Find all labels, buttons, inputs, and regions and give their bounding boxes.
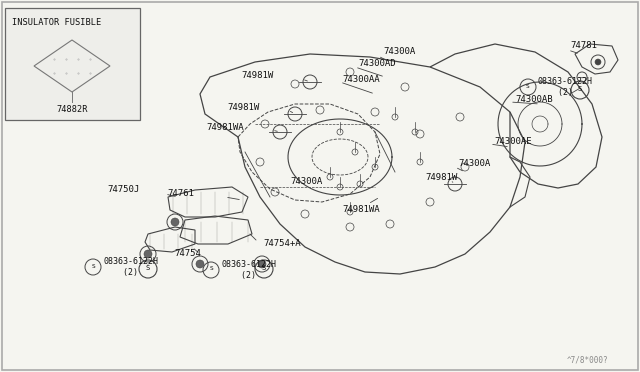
Text: 74300A: 74300A — [383, 48, 415, 57]
Text: 74981W: 74981W — [425, 173, 457, 183]
Text: 08363-6122H
    (2): 08363-6122H (2) — [538, 77, 593, 97]
Circle shape — [258, 260, 266, 268]
Text: S: S — [209, 266, 213, 272]
Text: 74300A: 74300A — [290, 177, 323, 186]
Circle shape — [144, 250, 152, 258]
Text: S: S — [262, 265, 266, 271]
Text: 74300AE: 74300AE — [494, 137, 532, 145]
Text: 74300A: 74300A — [458, 160, 490, 169]
Text: INSULATOR FUSIBLE: INSULATOR FUSIBLE — [12, 18, 101, 27]
Text: S: S — [578, 86, 582, 92]
Text: 74750J: 74750J — [108, 186, 140, 195]
Text: 74981W: 74981W — [242, 71, 274, 80]
Circle shape — [196, 260, 204, 268]
Text: 74300AD: 74300AD — [358, 60, 396, 68]
Text: 74300AA: 74300AA — [342, 74, 380, 83]
Text: S: S — [526, 83, 530, 89]
Text: 08363-6122H
    (2): 08363-6122H (2) — [103, 257, 158, 277]
Text: 74761: 74761 — [167, 189, 194, 199]
Text: S: S — [91, 263, 95, 269]
Text: 08363-6122H
    (2): 08363-6122H (2) — [221, 260, 276, 280]
FancyBboxPatch shape — [5, 8, 140, 120]
Text: 74781: 74781 — [570, 42, 597, 51]
Text: 74981W: 74981W — [228, 103, 260, 112]
Text: 74981WA: 74981WA — [206, 122, 244, 131]
Text: 74754: 74754 — [174, 250, 201, 259]
Text: 74754+A: 74754+A — [263, 240, 301, 248]
Text: ^7/8*000?: ^7/8*000? — [566, 356, 608, 365]
Circle shape — [595, 59, 601, 65]
Text: S: S — [146, 265, 150, 271]
Text: 74300AB: 74300AB — [515, 96, 552, 105]
Text: 74882R: 74882R — [56, 106, 88, 115]
Text: 74981WA: 74981WA — [342, 205, 380, 214]
Circle shape — [171, 218, 179, 226]
